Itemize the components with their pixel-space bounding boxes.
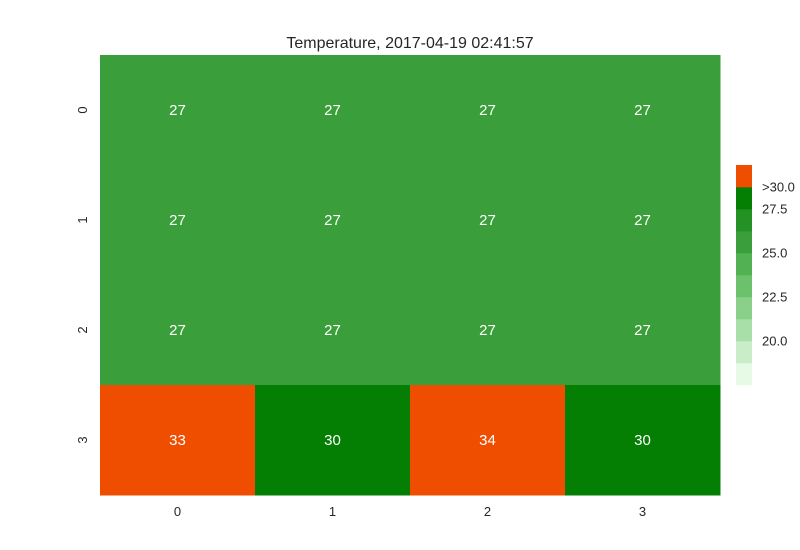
cell-value-label: 27 <box>479 102 496 119</box>
heatmap-cell <box>255 275 411 386</box>
heatmap-cell <box>100 165 256 276</box>
heatmap-cell <box>255 165 411 276</box>
colorbar-segment <box>736 231 752 254</box>
y-tick-label: 2 <box>75 326 90 333</box>
cell-value-label: 27 <box>169 212 186 229</box>
cell-value-label: 27 <box>479 322 496 339</box>
cell-value-label: 34 <box>479 432 496 449</box>
heatmap-cell <box>255 55 411 166</box>
cell-value-label: 27 <box>169 322 186 339</box>
colorbar-segment <box>736 209 752 232</box>
colorbar-segment <box>736 187 752 210</box>
colorbar: 20.0 22.5 25.0 27.5 >30.0 <box>736 165 795 386</box>
chart-title: Temperature, 2017-04-19 02:41:57 <box>286 35 533 52</box>
colorbar-tick-label: 27.5 <box>762 202 787 217</box>
colorbar-tick-label: 20.0 <box>762 334 787 349</box>
x-tick-label: 3 <box>639 504 646 519</box>
heatmap-cell <box>100 55 256 166</box>
heatmap-cell <box>565 385 721 496</box>
colorbar-segment <box>736 297 752 320</box>
colorbar-segment <box>736 253 752 276</box>
heatmap-cell <box>410 165 566 276</box>
colorbar-segment <box>736 319 752 342</box>
cell-value-label: 27 <box>634 212 651 229</box>
y-axis-ticks: 0 1 2 3 <box>75 106 90 443</box>
colorbar-tick-label: >30.0 <box>762 180 795 195</box>
heatmap-cell <box>255 385 411 496</box>
colorbar-segment <box>736 275 752 298</box>
heatmap-cell <box>100 385 256 496</box>
colorbar-tick-label: 22.5 <box>762 290 787 305</box>
x-tick-label: 1 <box>329 504 336 519</box>
cell-value-label: 27 <box>169 102 186 119</box>
cell-value-label: 27 <box>324 212 341 229</box>
cell-value-label: 33 <box>169 432 186 449</box>
colorbar-tick-label: 25.0 <box>762 246 787 261</box>
heatmap-cells: 27 27 27 27 27 27 27 27 27 27 27 27 33 30 34 30 <box>100 55 721 496</box>
cell-value-label: 27 <box>634 102 651 119</box>
heatmap-cell <box>410 385 566 496</box>
x-tick-label: 0 <box>174 504 181 519</box>
heatmap-cell <box>565 55 721 166</box>
y-tick-label: 1 <box>75 216 90 223</box>
y-tick-label: 0 <box>75 106 90 113</box>
heatmap-cell <box>410 55 566 166</box>
colorbar-segment <box>736 341 752 364</box>
x-tick-label: 2 <box>484 504 491 519</box>
x-axis-ticks: 0 1 2 3 <box>174 504 646 519</box>
heatmap-cell <box>565 165 721 276</box>
cell-value-label: 30 <box>634 432 651 449</box>
heatmap-cell <box>100 275 256 386</box>
cell-value-label: 27 <box>479 212 496 229</box>
cell-value-label: 27 <box>634 322 651 339</box>
cell-value-label: 27 <box>324 322 341 339</box>
heatmap-cell <box>565 275 721 386</box>
cell-value-label: 30 <box>324 432 341 449</box>
cell-value-label: 27 <box>324 102 341 119</box>
heatmap-cell <box>410 275 566 386</box>
colorbar-segment <box>736 363 752 386</box>
colorbar-segment <box>736 165 752 188</box>
y-tick-label: 3 <box>75 436 90 443</box>
